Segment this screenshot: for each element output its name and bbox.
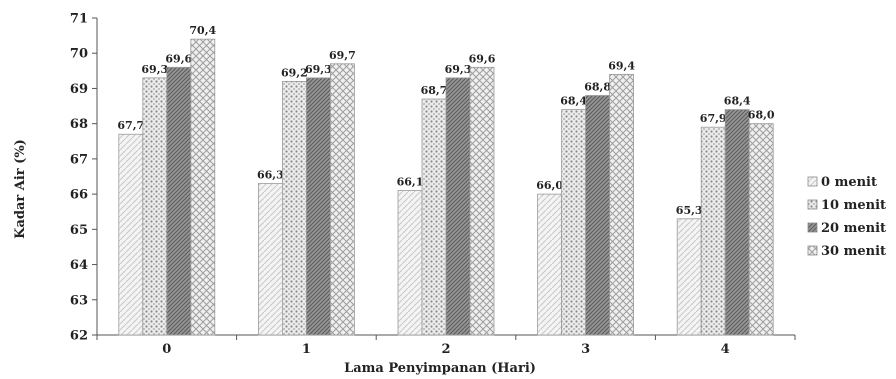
bar-20-menit-day-2 [445,77,471,336]
bar-10-menit-day-4 [700,126,726,336]
data-label: 69,2 [281,66,308,79]
bar-0-menit-day-0 [118,133,144,336]
legend: 0 menit 10 menit 20 menit 30 menit [807,175,886,259]
legend-swatch [807,176,818,187]
data-label: 68,7 [421,84,448,97]
bar-0-menit-day-2 [397,190,423,336]
legend-swatch [807,245,818,256]
legend-label: 20 menit [821,221,886,236]
data-label: 68,0 [748,109,775,122]
data-label: 66,1 [397,176,424,189]
data-label: 69,3 [141,63,168,76]
bar-30-menit-day-1 [329,63,355,336]
y-tick-label: 62 [70,329,88,344]
y-tick-label: 70 [70,47,88,62]
data-label: 70,4 [189,24,216,37]
bar-20-menit-day-4 [724,109,750,336]
y-axis-title-group: Kadar Air (%) [13,139,28,239]
data-label: 68,4 [560,95,587,108]
y-tick-label: 71 [70,12,88,27]
y-tick-label: 65 [70,223,88,238]
bar-10-menit-day-3 [561,109,586,336]
bar-0-menit-day-3 [537,193,562,336]
bar-30-menit-day-4 [748,123,774,336]
bar-10-menit-day-2 [421,98,447,336]
legend-label: 30 menit [821,244,886,259]
bar-30-menit-day-3 [609,73,634,336]
y-tick-label: 63 [70,293,88,308]
x-tick-label: 4 [721,342,730,357]
bar-10-menit-day-0 [142,77,168,336]
x-tick-label: 0 [162,342,171,357]
data-label: 68,4 [724,95,751,108]
data-label: 68,8 [584,80,611,93]
x-tick-label: 1 [302,342,311,357]
y-tick-label: 68 [70,117,88,132]
bar-20-menit-day-3 [585,95,610,336]
data-label: 69,6 [469,52,496,65]
x-axis-title: Lama Penyimpanan (Hari) [344,361,536,376]
data-label: 66,3 [257,169,284,182]
x-tick-label: 3 [581,342,590,357]
y-tick-label: 66 [70,188,88,203]
legend-swatch [807,222,818,233]
legend-label: 10 menit [821,198,886,213]
bar-30-menit-day-0 [190,38,216,336]
bar-20-menit-day-1 [305,77,331,336]
plot-area: 62636465666768697071067,769,369,670,4166… [70,12,796,357]
data-label: 69,6 [165,52,192,65]
y-tick-label: 67 [70,152,88,167]
x-tick-label: 2 [441,342,450,357]
data-label: 69,7 [329,49,356,62]
data-label: 67,9 [700,112,727,125]
bar-20-menit-day-0 [166,66,192,336]
legend-swatch [807,199,818,210]
legend-label: 0 menit [821,175,877,190]
bar-0-menit-day-1 [257,183,283,336]
data-label: 69,4 [608,59,635,72]
y-tick-label: 64 [70,258,88,273]
bar-10-menit-day-1 [281,81,307,336]
bar-30-menit-day-2 [469,66,495,336]
data-label: 67,7 [117,119,144,132]
data-label: 65,3 [676,204,703,217]
data-label: 69,3 [445,63,472,76]
data-label: 66,0 [536,179,563,192]
y-tick-label: 69 [70,82,88,97]
data-label: 69,3 [305,63,332,76]
bar-0-menit-day-4 [676,218,702,336]
y-axis-title: Kadar Air (%) [13,139,28,239]
